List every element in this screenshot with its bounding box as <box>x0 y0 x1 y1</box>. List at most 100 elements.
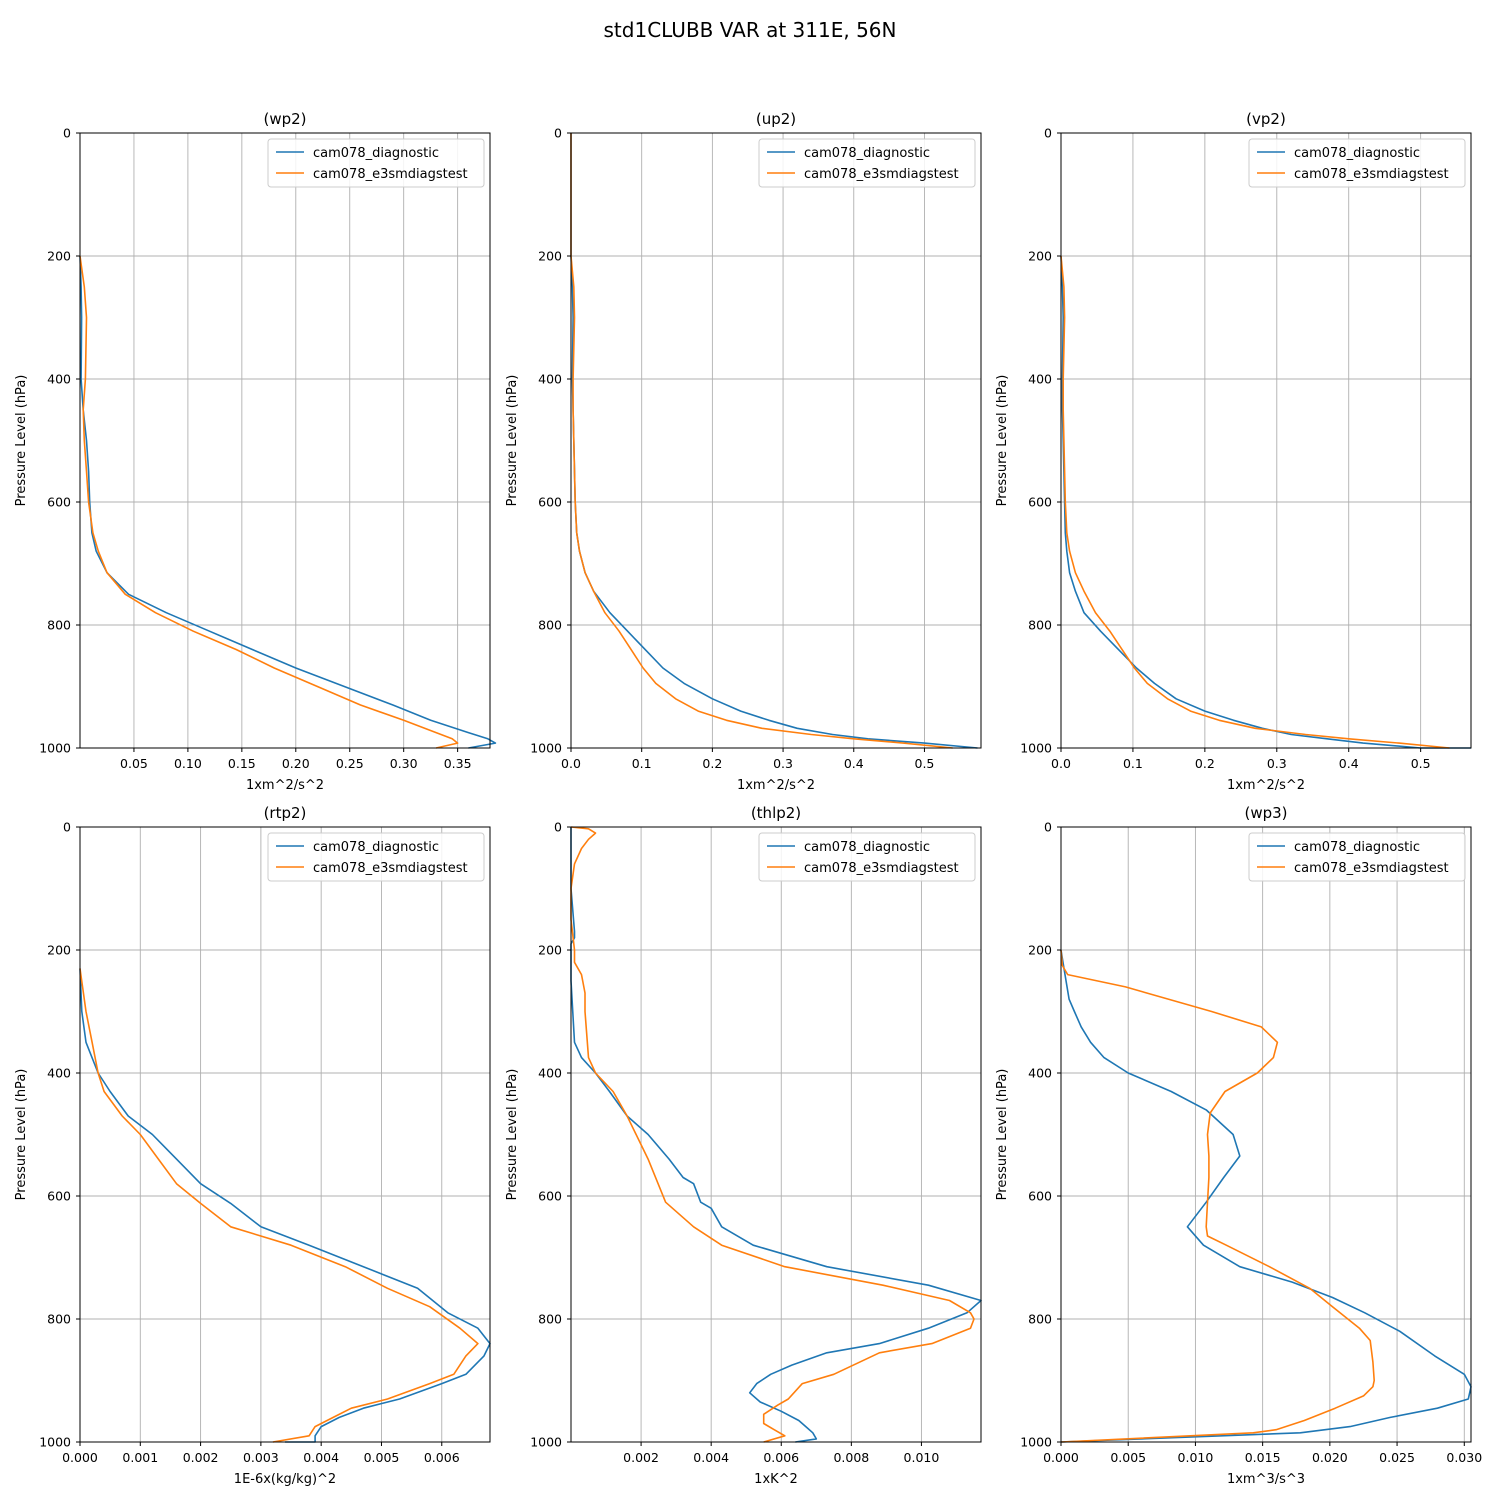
x-axis-label: 1xK^2 <box>754 1472 798 1487</box>
legend-box <box>267 138 485 188</box>
legend-box <box>1248 138 1466 188</box>
subplot-title: (wp2) <box>263 110 306 128</box>
x-axis-label: 1xm^3/s^3 <box>1227 1472 1305 1487</box>
x-tick-label: 0.005 <box>1110 1450 1146 1465</box>
x-tick-label: 0.002 <box>623 1450 659 1465</box>
series-line-cam078_diagnostic <box>79 968 491 1443</box>
legend-label: cam078_diagnostic <box>804 840 930 855</box>
x-tick-label: 0.2 <box>1195 756 1215 771</box>
x-tick-label: 0.0 <box>1051 756 1071 771</box>
x-tick-label: 0.05 <box>120 756 148 771</box>
x-tick-label: 0.010 <box>904 1450 940 1465</box>
subplot-title: (vp2) <box>1246 110 1286 128</box>
y-tick-label: 0 <box>1044 126 1052 141</box>
x-axis-label: 1E-6x(kg/kg)^2 <box>234 1472 336 1487</box>
x-tick-label: 0.2 <box>702 756 722 771</box>
subplot-vp2: 0.0 0.1 0.2 0.3 0.4 0.5 0 200 400 600 800 1000 (vp2)… <box>995 110 1472 793</box>
x-tick-label: 0.4 <box>844 756 864 771</box>
y-tick-label: 0 <box>63 126 71 141</box>
legend-box <box>758 832 976 882</box>
y-tick-label: 800 <box>1028 1312 1052 1327</box>
x-tick-label: 0.006 <box>424 1450 460 1465</box>
subplot-grid: 0.05 0.10 0.15 0.20 0.25 0.30 0.35020040060080… <box>14 110 1482 1487</box>
x-tick-label: 0.006 <box>763 1450 799 1465</box>
series-line-cam078_diagnostic <box>570 827 982 1443</box>
y-tick-label: 600 <box>47 1189 71 1204</box>
y-axis-label: Pressure Level (hPa) <box>14 1069 29 1201</box>
x-tick-label: 0.005 <box>364 1450 400 1465</box>
y-tick-label: 400 <box>538 1066 562 1081</box>
x-tick-label: 0.004 <box>303 1450 339 1465</box>
x-tick-label: 0.004 <box>693 1450 729 1465</box>
legend-label: cam078_diagnostic <box>313 146 439 161</box>
y-tick-label: 0 <box>1044 820 1052 835</box>
axes-frame <box>79 826 491 1443</box>
x-axis-label: 1xm^2/s^2 <box>1227 778 1305 793</box>
y-tick-label: 1000 <box>1020 741 1052 756</box>
y-tick-label: 1000 <box>530 741 562 756</box>
y-tick-label: 800 <box>1028 618 1052 633</box>
y-axis-label: Pressure Level (hPa) <box>505 1069 520 1201</box>
x-tick-label: 0.000 <box>1043 1450 1079 1465</box>
legend: cam078_diagnostic cam078_e3smdiagstest <box>267 832 485 882</box>
series-line-cam078_e3smdiagstest <box>79 255 459 749</box>
y-axis-label: Pressure Level (hPa) <box>995 375 1010 507</box>
axes-frame <box>1060 132 1472 749</box>
series-line-cam078_diagnostic <box>1060 949 1472 1443</box>
x-tick-label: 0.15 <box>228 756 256 771</box>
series-line-cam078_e3smdiagstest <box>1060 255 1450 749</box>
series-line-cam078_e3smdiagstest <box>570 133 953 749</box>
x-tick-label: 0.025 <box>1379 1450 1415 1465</box>
x-tick-label: 0.1 <box>632 756 652 771</box>
y-tick-label: 1000 <box>1020 1435 1052 1450</box>
y-tick-label: 400 <box>1028 372 1052 387</box>
axes-frame <box>570 132 982 749</box>
legend-label: cam078_e3smdiagstest <box>804 861 959 876</box>
legend-label: cam078_diagnostic <box>1294 840 1420 855</box>
x-tick-label: 0.1 <box>1123 756 1143 771</box>
y-tick-label: 600 <box>1028 495 1052 510</box>
subplot-title: (up2) <box>756 110 796 128</box>
x-tick-label: 0.001 <box>122 1450 158 1465</box>
axes-frame <box>79 132 491 749</box>
y-axis-label: Pressure Level (hPa) <box>14 375 29 507</box>
subplot-title: (rtp2) <box>264 804 307 822</box>
y-tick-label: 400 <box>47 372 71 387</box>
series-line-cam078_diagnostic <box>79 255 497 749</box>
y-tick-label: 200 <box>1028 249 1052 264</box>
x-tick-label: 0.4 <box>1339 756 1359 771</box>
x-tick-label: 0.35 <box>444 756 472 771</box>
legend: cam078_diagnostic cam078_e3smdiagstest <box>1248 832 1466 882</box>
x-tick-label: 0.015 <box>1245 1450 1281 1465</box>
subplot-up2: 0.0 0.1 0.2 0.3 0.4 0.5 0 200 400 600 800 1000 (up2)… <box>505 110 982 793</box>
series-line-cam078_diagnostic <box>570 133 978 749</box>
x-tick-label: 0.020 <box>1312 1450 1348 1465</box>
series-line-cam078_e3smdiagstest <box>1060 949 1375 1443</box>
y-tick-label: 0 <box>554 126 562 141</box>
subplot-wp3: 0.000 0.005 0.010 0.015 0.020 0.025 0.030 0 200 4… <box>995 804 1482 1487</box>
y-tick-label: 600 <box>47 495 71 510</box>
legend-label: cam078_e3smdiagstest <box>313 861 468 876</box>
y-tick-label: 200 <box>538 943 562 958</box>
subplot-title: (wp3) <box>1244 804 1287 822</box>
x-tick-label: 0.25 <box>336 756 364 771</box>
y-tick-label: 0 <box>63 820 71 835</box>
legend-label: cam078_diagnostic <box>804 146 930 161</box>
x-tick-label: 0.0 <box>561 756 581 771</box>
legend-box <box>1248 832 1466 882</box>
y-tick-label: 1000 <box>39 741 71 756</box>
subplot-title: (thlp2) <box>751 804 801 822</box>
x-tick-label: 0.000 <box>62 1450 98 1465</box>
y-tick-label: 200 <box>1028 943 1052 958</box>
y-axis-label: Pressure Level (hPa) <box>995 1069 1010 1201</box>
y-tick-label: 400 <box>538 372 562 387</box>
y-axis-label: Pressure Level (hPa) <box>505 375 520 507</box>
y-tick-label: 600 <box>538 1189 562 1204</box>
y-tick-label: 1000 <box>39 1435 71 1450</box>
series-line-cam078_e3smdiagstest <box>570 826 975 1443</box>
y-tick-label: 400 <box>1028 1066 1052 1081</box>
x-tick-label: 0.5 <box>1411 756 1431 771</box>
x-axis-label: 1xm^2/s^2 <box>246 778 324 793</box>
y-tick-label: 200 <box>538 249 562 264</box>
